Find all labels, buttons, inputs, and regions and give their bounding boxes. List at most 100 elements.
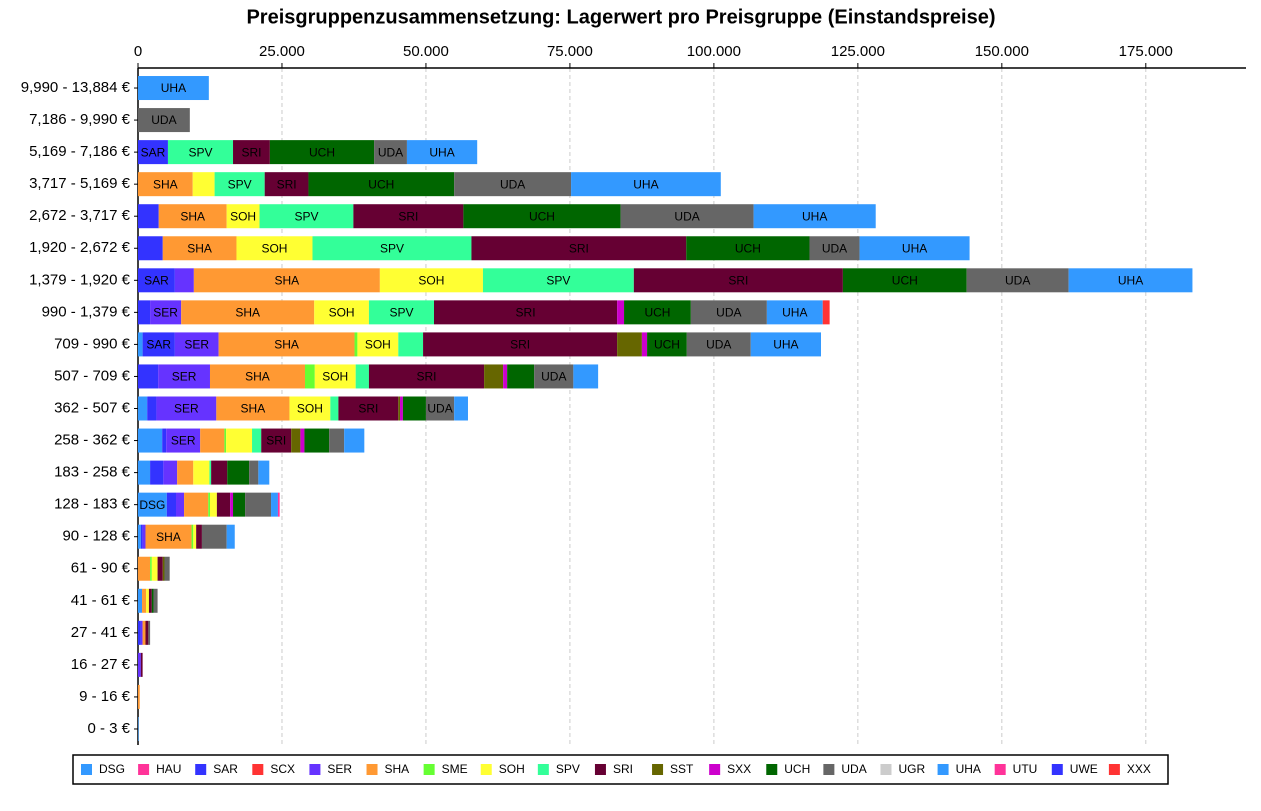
bar-segment [211,460,228,485]
legend-label: UHA [956,762,981,776]
bar-segment [398,332,424,357]
bar-segment [766,300,823,325]
legend-label: UWE [1070,762,1098,776]
legend-swatch [138,764,150,775]
bar-segment [277,492,280,517]
bar-segment [174,332,219,357]
legend-label: UDA [841,762,866,776]
bar-segment [138,428,163,453]
legend-swatch [366,764,378,775]
bar-segment [503,364,508,389]
x-tick-label: 75.000 [547,43,593,60]
legend-label: HAU [156,762,181,776]
bar-segment [157,556,163,581]
legend-swatch [994,764,1006,775]
segment-label: UHA [429,145,454,159]
bar-segment [355,364,369,389]
legend-swatch [537,764,549,775]
bar-segment [138,236,163,261]
bar-segment [374,140,407,165]
x-tick-label: 175.000 [1119,43,1173,60]
bar-segment [138,332,143,357]
bar-segment [151,588,154,613]
bar-segment [573,364,599,389]
bar-segment [184,492,209,517]
legend-swatch [480,764,492,775]
bar-segment [156,396,217,421]
segment-label: SER [172,370,197,384]
segment-label: UDA [706,338,731,352]
segment-label: SRI [277,177,297,191]
bar-segment [269,140,375,165]
segment-label: UHA [902,241,927,255]
bar-segment [305,364,315,389]
x-tick-label: 0 [134,43,142,60]
y-tick-label: 362 - 507 € [54,399,131,416]
bar-segment [138,268,175,293]
bar-segment [226,524,235,549]
segment-label: UHA [633,177,658,191]
bar-segment [158,204,227,229]
bar-segment [138,140,168,165]
bar-segment [641,332,648,357]
bar-segment [138,556,151,581]
bar-segment [859,236,970,261]
bar-segment [226,428,253,453]
bar-segment [686,332,751,357]
legend-swatch [423,764,435,775]
bar-segment [312,236,472,261]
bar-segment [148,620,151,645]
y-tick-label: 41 - 61 € [71,592,131,609]
bar-segment [617,332,642,357]
bar-segment [753,204,876,229]
y-tick-label: 183 - 258 € [54,464,131,481]
segment-label: SER [184,338,209,352]
bar-segment [425,396,455,421]
segment-label: SOH [297,402,323,416]
bar-segment [338,396,399,421]
segment-label: UDA [674,209,699,223]
bar-segment [230,492,234,517]
segment-label: SRI [266,434,286,448]
bar-segment [379,268,483,293]
bar-segment [406,140,478,165]
bar-segment [138,684,140,709]
bar-segment [249,460,259,485]
bar-segment [329,428,345,453]
legend-label: SAR [213,762,238,776]
bar-segment [145,524,192,549]
bar-segment [216,492,231,517]
bar-segment [167,140,234,165]
legend-label: SPV [556,762,580,776]
bar-segment [224,428,227,453]
segment-label: UDA [151,113,176,127]
legend-swatch [1051,764,1063,775]
bar-segment [142,332,175,357]
bar-segment [208,492,210,517]
segment-label: SHA [275,273,300,287]
segment-label: SHA [156,530,181,544]
bar-segment [750,332,821,357]
y-tick-label: 990 - 1,379 € [42,303,131,320]
bar-segment [368,364,485,389]
legend-label: UTU [1013,762,1038,776]
bar-segment [162,236,237,261]
legend-label: SST [670,762,694,776]
bar-segment [153,588,158,613]
bar-segment [647,332,687,357]
bar-segment [209,492,217,517]
segment-label: SHA [180,209,205,223]
legend-swatch [709,764,721,775]
bar-segment [138,204,159,229]
y-tick-label: 5,169 - 7,186 € [29,143,131,160]
bar-segment [454,172,572,197]
bar-segment [177,460,194,485]
bar-segment [434,300,618,325]
x-tick-label: 100.000 [687,43,741,60]
segment-label: SRI [241,145,261,159]
bar-segment [233,140,270,165]
segment-label: UDA [541,370,566,384]
bar-segment [148,588,152,613]
legend-label: DSG [99,762,125,776]
bar-segment [809,236,860,261]
